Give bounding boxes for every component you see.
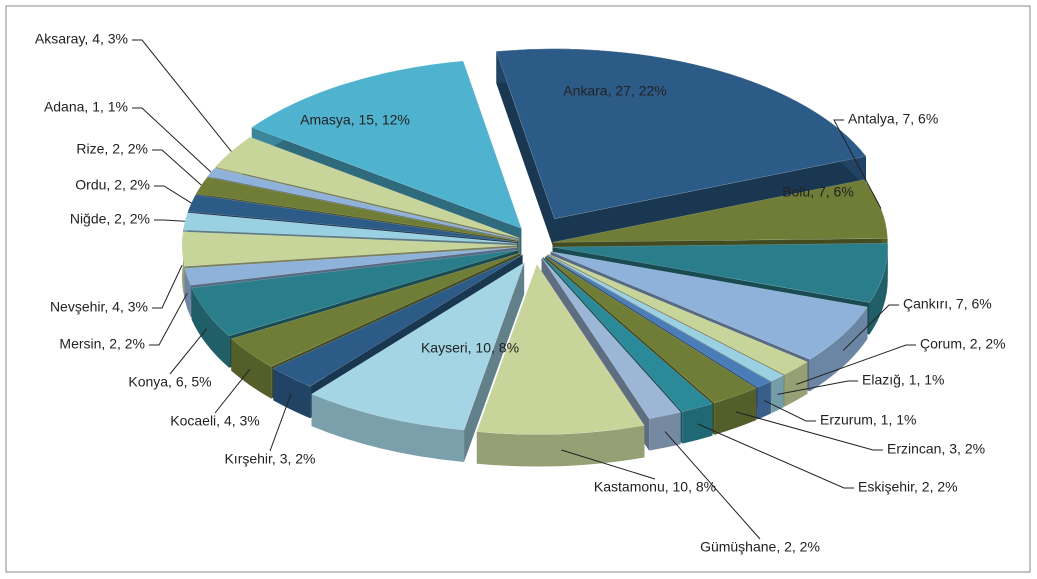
leader-line — [664, 431, 761, 540]
leader-line — [154, 219, 185, 222]
slice — [251, 60, 522, 229]
slice — [547, 254, 785, 382]
slice — [476, 263, 645, 435]
leader-line — [735, 411, 883, 451]
slice-side — [311, 394, 465, 462]
leader-line — [697, 423, 854, 489]
data-label: Kayseri, 10, 8% — [421, 340, 519, 356]
data-label: Kırşehir, 3, 2% — [224, 451, 315, 467]
slice — [230, 252, 521, 367]
data-label: Amasya, 15, 12% — [300, 112, 410, 128]
leader-line — [152, 149, 202, 186]
data-label: Kocaeli, 4, 3% — [170, 413, 260, 429]
leader-line — [169, 328, 208, 375]
leader-line — [149, 292, 188, 346]
leader-line — [833, 119, 882, 209]
data-label: Nevşehir, 4, 3% — [50, 299, 148, 315]
slice — [191, 249, 519, 337]
slice — [182, 212, 518, 244]
leader-line — [132, 107, 212, 173]
slice-side — [784, 361, 808, 407]
data-label: Ankara, 27, 22% — [563, 83, 667, 99]
leader-line — [152, 264, 183, 309]
slice-wall — [464, 262, 525, 462]
leader-line — [214, 368, 251, 414]
leader-line — [269, 393, 292, 452]
slice-side — [231, 338, 272, 399]
slice-wall — [496, 51, 555, 251]
slice — [181, 231, 518, 267]
data-label: Bolu, 7, 6% — [782, 184, 854, 200]
data-label: Antalya, 7, 6% — [848, 111, 938, 127]
slice-side — [771, 375, 784, 414]
slice-side — [184, 268, 191, 318]
slice — [550, 251, 868, 360]
data-label: Eskişehir, 2, 2% — [858, 479, 958, 495]
slice-side — [757, 381, 771, 420]
slice-side — [714, 388, 757, 435]
data-label: Erzincan, 3, 2% — [887, 441, 985, 457]
slice-side — [273, 368, 311, 419]
data-label: Niğde, 2, 2% — [70, 211, 150, 227]
slice-side — [682, 403, 713, 444]
slice-side — [809, 307, 868, 392]
slice — [552, 243, 888, 303]
slice — [546, 255, 772, 388]
leader-line — [777, 380, 858, 395]
data-label: Konya, 6, 5% — [128, 374, 211, 390]
data-label: Elazığ, 1, 1% — [862, 372, 945, 388]
slice — [541, 257, 682, 419]
slice — [545, 255, 757, 404]
leader-line — [154, 185, 192, 204]
slice — [543, 256, 713, 412]
slice — [184, 247, 518, 286]
slice-side — [476, 425, 645, 467]
slice-side — [869, 243, 888, 335]
data-label: Rize, 2, 2% — [76, 141, 148, 157]
slice — [215, 136, 520, 239]
data-label: Aksaray, 4, 3% — [35, 31, 128, 47]
slice-side — [191, 287, 230, 368]
data-label: Kastamonu, 10, 8% — [594, 479, 716, 495]
leader-line — [796, 344, 916, 385]
data-label: Çankırı, 7, 6% — [903, 296, 992, 312]
data-label: Erzurum, 1, 1% — [820, 412, 916, 428]
leader-line — [842, 304, 899, 351]
leader-line — [561, 449, 656, 480]
data-label: Mersin, 2, 2% — [59, 336, 145, 352]
leader-line — [132, 39, 232, 152]
slice — [272, 254, 523, 387]
data-label: Çorum, 2, 2% — [920, 336, 1006, 352]
data-label: Ordu, 2, 2% — [75, 177, 150, 193]
slice — [311, 262, 525, 431]
slice — [495, 48, 867, 220]
slice — [187, 194, 518, 243]
data-label: Gümüşhane, 2, 2% — [700, 539, 820, 555]
slice — [548, 253, 808, 375]
data-label: Adana, 1, 1% — [44, 99, 128, 115]
slice — [552, 179, 888, 243]
leader-line — [763, 400, 816, 422]
